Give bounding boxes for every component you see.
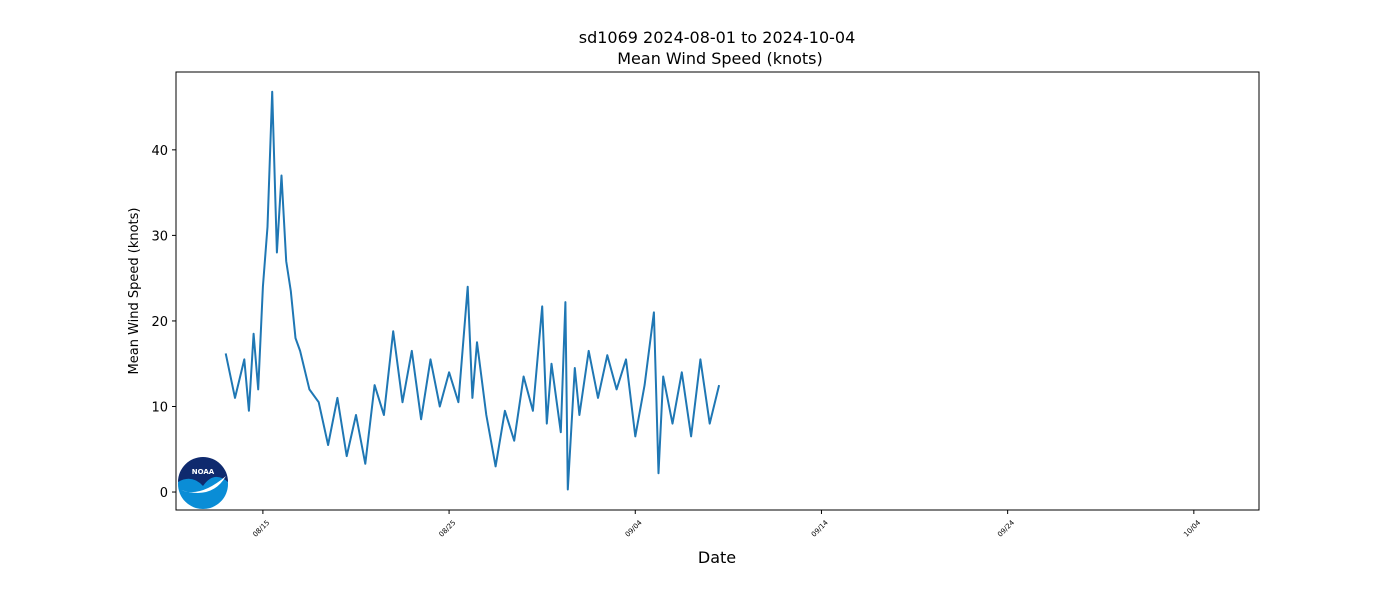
- logo-swoosh: [181, 476, 226, 493]
- y-tick-label: 20: [151, 315, 168, 330]
- chart-title: sd1069 2024-08-01 to 2024-10-04: [579, 28, 856, 47]
- axes-frame: [175, 71, 1260, 511]
- y-tick-label: 10: [151, 400, 168, 415]
- y-axis-label: Mean Wind Speed (knots): [127, 208, 142, 375]
- logo: NOAA: [178, 457, 228, 509]
- chart-subtitle: Mean Wind Speed (knots): [617, 49, 823, 68]
- logo-top: [178, 457, 228, 486]
- plot-area: [224, 90, 721, 491]
- y-tick-label: 40: [151, 144, 168, 159]
- y-tick-label: 30: [151, 229, 168, 244]
- x-axis-label: Date: [698, 548, 736, 567]
- logo-text: NOAA: [192, 468, 215, 476]
- y-tick-label: 0: [160, 486, 168, 501]
- line: [224, 90, 721, 491]
